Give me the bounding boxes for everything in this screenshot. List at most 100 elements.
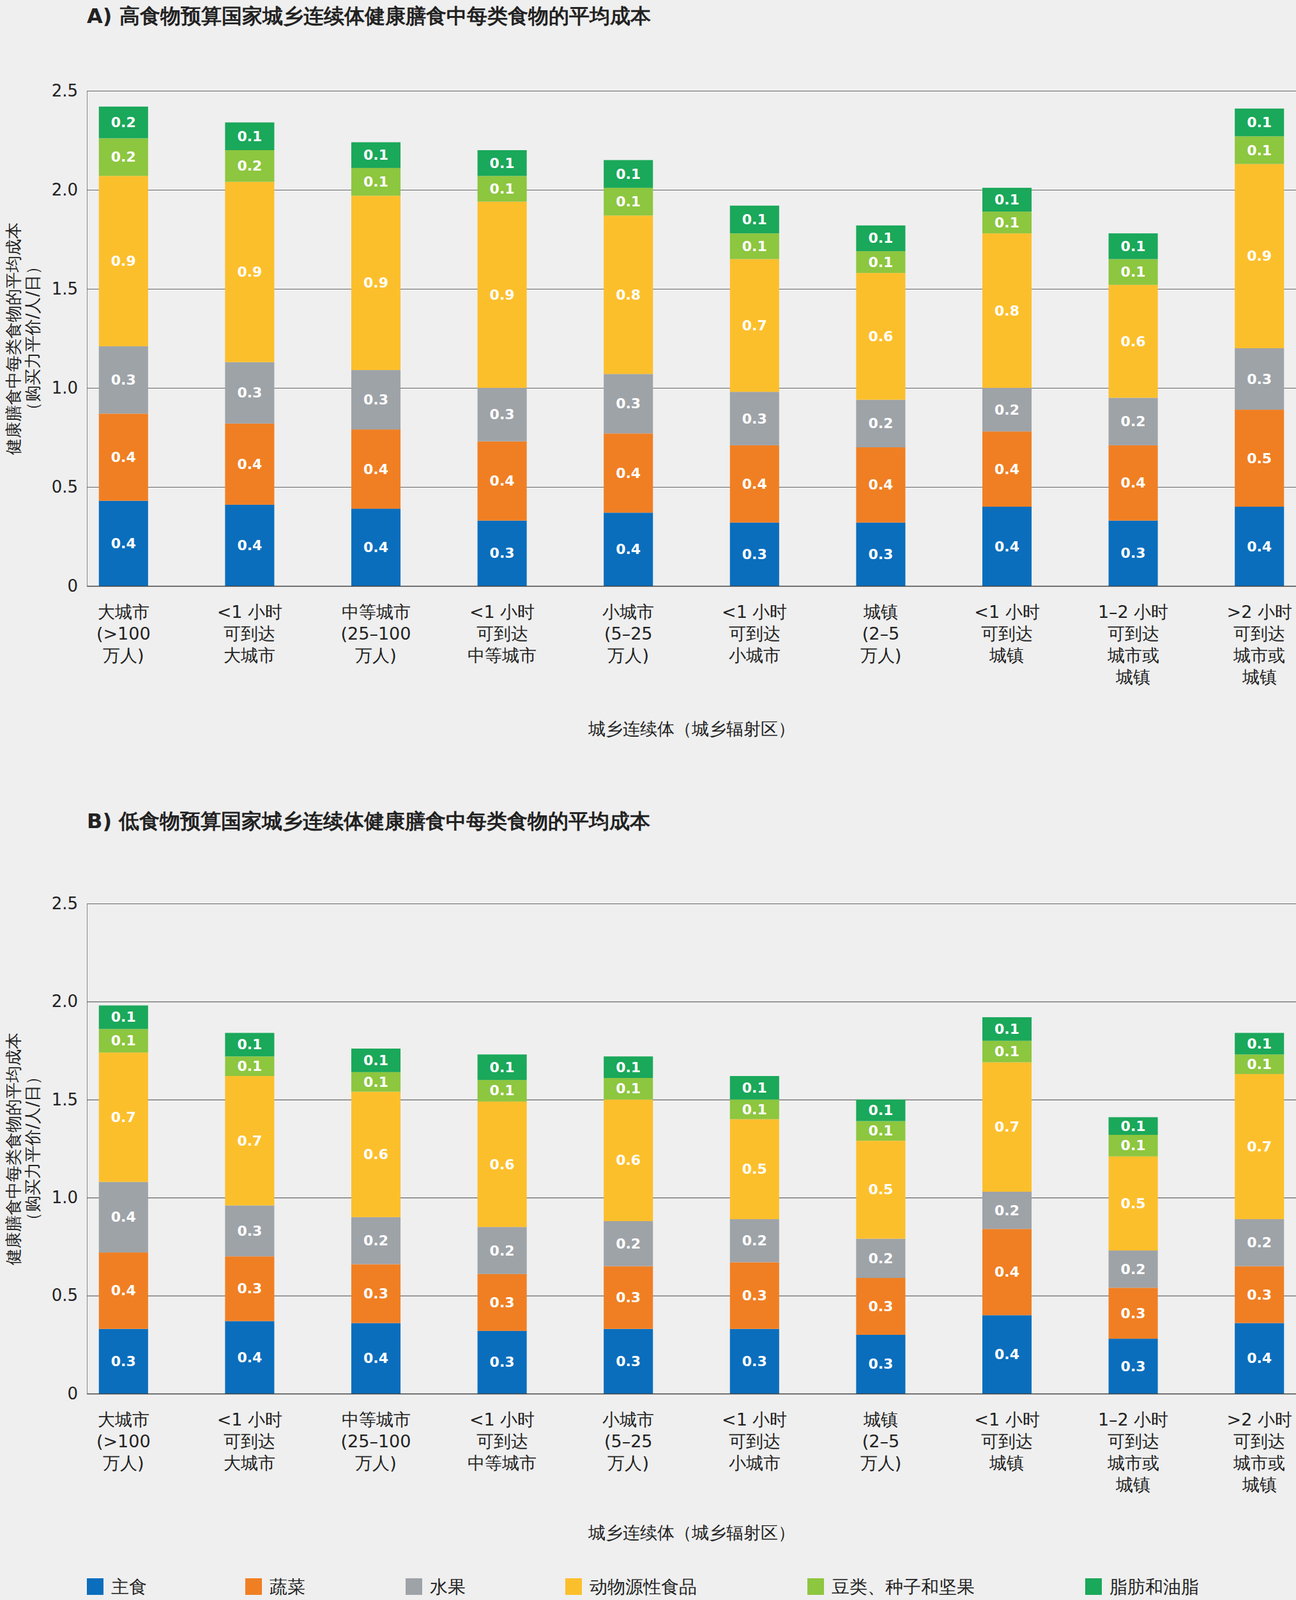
data-label: 0.3 [363, 1285, 389, 1302]
bar-segment [1234, 1265, 1284, 1323]
data-label: 0.2 [236, 157, 262, 174]
data-label: 0.1 [111, 1008, 137, 1025]
x-tick: <1 小时可到达大城市 [217, 585, 283, 665]
bar-segment [351, 1071, 401, 1092]
bar-segment [855, 447, 906, 523]
bar-segment [855, 272, 906, 400]
data-label: 0.3 [1246, 1286, 1272, 1303]
bar-segment [99, 500, 149, 586]
data-labels: 0.40.40.40.30.40.30.30.40.30.40.40.40.40… [111, 114, 1272, 563]
bar-segment [1108, 233, 1159, 259]
x-tick-label: <1 小时可到达城镇 [974, 1409, 1040, 1473]
bar-segment [982, 431, 1032, 507]
bar-segment [99, 1251, 149, 1329]
bar-segment [982, 506, 1032, 586]
bar-segment [730, 1261, 780, 1328]
bar-segment [730, 445, 780, 523]
bar-segment [730, 391, 780, 446]
bar-segment [603, 1055, 653, 1078]
y-tick: 2.0 [51, 991, 1296, 1011]
legend-item: 豆类、种子和坚果 [807, 1575, 975, 1597]
legend-label: 动物源性食品 [589, 1575, 697, 1597]
y-axis-title: 健康膳食中每类食物的平均成本（购买力平价/人/日） [3, 222, 43, 455]
data-label: 0.1 [363, 173, 389, 190]
bar-segment [351, 1048, 401, 1072]
bar-segment [855, 1238, 906, 1278]
y-tick-label: 1.5 [51, 279, 78, 299]
legend-item: 水果 [405, 1575, 466, 1597]
data-label: 0.3 [489, 1294, 515, 1311]
data-label: 0.4 [994, 1345, 1020, 1362]
bar-segment [1108, 520, 1159, 586]
data-label: 0.3 [1246, 371, 1272, 388]
data-label: 0.6 [489, 1156, 515, 1173]
data-label: 0.2 [1120, 413, 1146, 430]
data-label: 0.3 [236, 384, 262, 401]
bar-segment [855, 1140, 906, 1238]
bar-segment [855, 1120, 906, 1141]
y-tick: 2.5 [51, 81, 1296, 101]
data-labels: 0.30.40.40.30.30.30.30.40.30.40.40.30.30… [111, 1008, 1272, 1374]
bar-segment [1108, 1287, 1159, 1339]
data-label: 0.1 [1120, 263, 1146, 280]
y-tick-label: 0 [67, 1383, 78, 1403]
bar-segment [603, 433, 653, 513]
bar-segment [477, 1079, 527, 1102]
bar-segment [730, 1218, 780, 1262]
data-label: 0.3 [615, 1288, 641, 1305]
x-tick: 城镇(2–5万人) [860, 585, 902, 665]
bar-segment [1234, 1322, 1284, 1394]
data-label: 0.3 [489, 1353, 515, 1370]
data-label: 0.6 [868, 328, 893, 345]
x-tick-label: 大城市(>100万人) [96, 1409, 151, 1473]
legend-label: 豆类、种子和坚果 [831, 1575, 975, 1597]
data-label: 0.4 [615, 465, 641, 481]
data-label: 0.9 [489, 286, 515, 303]
x-tick-label: 城镇(2–5万人) [860, 1409, 902, 1473]
x-tick-label: 1–2 小时可到达城市或城镇 [1097, 601, 1169, 687]
bar-segment [603, 1077, 653, 1100]
bar-segment [224, 1055, 275, 1076]
data-label: 0.1 [994, 1043, 1020, 1060]
legend-swatch [245, 1577, 262, 1595]
bar-segment [477, 1273, 527, 1331]
bar-segment [855, 1334, 906, 1394]
data-label: 0.3 [742, 410, 768, 427]
bar-segment [982, 1314, 1032, 1394]
data-label: 0.3 [868, 1297, 893, 1314]
grid-line [86, 1393, 1296, 1394]
x-tick: 中等城市(25–100万人) [341, 585, 412, 665]
bar-segment [224, 1204, 275, 1256]
legend-swatch [1085, 1577, 1102, 1595]
bar-segment [855, 522, 906, 586]
x-axis-title: 城乡连续体（城乡辐射区） [587, 1522, 796, 1542]
bar-segment [730, 1075, 780, 1100]
data-label: 0.1 [742, 1101, 768, 1118]
y-tick-label: 1.0 [51, 1187, 78, 1207]
data-label: 0.1 [1120, 1117, 1146, 1134]
data-label: 0.3 [742, 1287, 768, 1304]
y-tick-label: 0.5 [51, 1285, 78, 1305]
chart-title: B) 低食物预算国家城乡连续体健康膳食中每类食物的平均成本 [86, 808, 651, 833]
data-label: 0.4 [489, 472, 515, 489]
data-label: 0.5 [868, 1181, 893, 1197]
bar-segment [1108, 284, 1159, 398]
data-label: 0.4 [363, 539, 389, 556]
chart-root: A) 高食物预算国家城乡连续体健康膳食中每类食物的平均成本00.51.01.52… [0, 0, 1296, 1600]
grid-line [86, 903, 1296, 904]
bar-segment [982, 1040, 1032, 1063]
x-tick: <1 小时可到达城镇 [974, 585, 1040, 665]
x-tick: 城镇(2–5万人) [860, 1393, 902, 1473]
bar-segment [477, 1101, 527, 1227]
bar-segment [730, 1328, 780, 1394]
bar-segment [1234, 1032, 1284, 1054]
data-label: 0.9 [1246, 247, 1272, 264]
data-label: 0.3 [615, 395, 641, 412]
bar-segment [982, 1016, 1032, 1041]
y-axis: 00.51.01.52.02.5 [51, 893, 1296, 1403]
data-label: 0.3 [615, 1352, 641, 1369]
bar-segment [477, 1330, 527, 1394]
grid-line [86, 90, 1296, 92]
x-tick-label: <1 小时可到达小城市 [721, 1409, 787, 1473]
bar-segment [855, 1099, 906, 1121]
